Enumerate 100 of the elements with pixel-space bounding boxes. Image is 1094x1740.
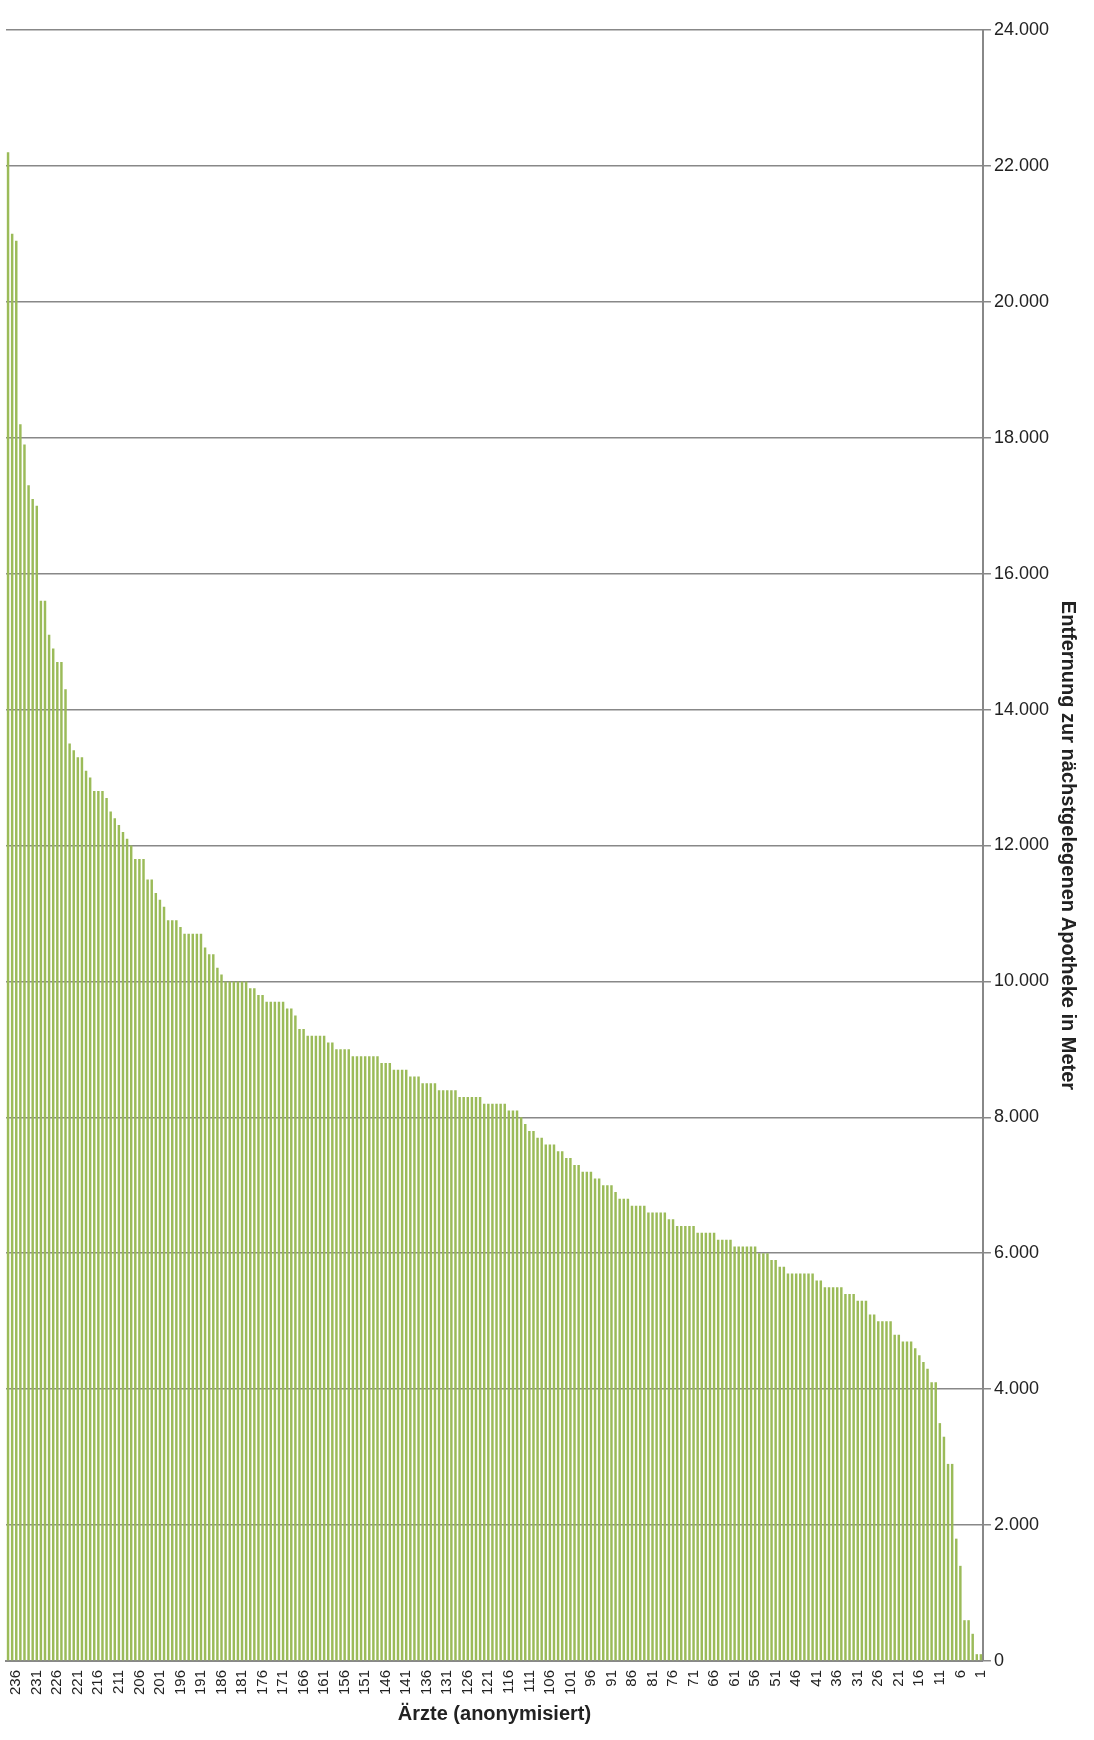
x-tick-label: 76: [663, 1669, 681, 1687]
x-tick-label: 181: [232, 1669, 250, 1695]
bar: [852, 1294, 855, 1661]
x-tick-label: 6: [950, 1669, 968, 1679]
bar: [101, 791, 104, 1661]
bar: [565, 1158, 568, 1661]
bar: [491, 1103, 494, 1661]
bar: [577, 1164, 580, 1661]
bar: [487, 1103, 490, 1661]
y-tick-label: 8.000: [993, 1106, 1039, 1127]
y-tick-label: 4.000: [993, 1378, 1039, 1399]
bar: [803, 1273, 806, 1661]
bar: [450, 1090, 453, 1661]
x-tick-label: 146: [375, 1669, 393, 1695]
bar: [384, 1062, 387, 1661]
bar: [885, 1321, 888, 1661]
bar: [187, 933, 190, 1661]
bar: [528, 1130, 531, 1661]
x-tick-label: 66: [704, 1669, 722, 1687]
y-tick-label: 16.000: [993, 562, 1050, 583]
bar: [799, 1273, 802, 1661]
x-tick-label: 71: [683, 1669, 701, 1687]
x-tick-label: 106: [540, 1669, 558, 1695]
bar: [610, 1185, 613, 1661]
bar: [253, 988, 256, 1661]
bar: [290, 1008, 293, 1661]
x-tick-label: 191: [191, 1669, 209, 1695]
x-tick-label: 201: [150, 1669, 168, 1695]
bar: [606, 1185, 609, 1661]
bar: [343, 1049, 346, 1661]
bar: [659, 1212, 662, 1661]
x-tick-label: 186: [211, 1669, 229, 1695]
bar: [959, 1565, 962, 1661]
x-tick-label: 151: [355, 1669, 373, 1695]
x-tick-label: 171: [273, 1669, 291, 1695]
x-tick-label: 61: [724, 1669, 742, 1687]
bar: [918, 1355, 921, 1661]
x-tick-label: 26: [868, 1669, 886, 1687]
x-tick-label: 126: [457, 1669, 475, 1695]
x-tick-label: 11: [929, 1669, 947, 1686]
x-axis-title: Ärzte (anonymisiert): [397, 1701, 592, 1724]
bar: [766, 1253, 769, 1661]
x-tick-label: 141: [396, 1669, 414, 1695]
bar: [368, 1056, 371, 1661]
x-tick-label: 221: [67, 1669, 85, 1695]
x-tick-label: 46: [786, 1669, 804, 1687]
bar: [376, 1056, 379, 1661]
bar: [651, 1212, 654, 1661]
bar: [807, 1273, 810, 1661]
bar: [692, 1226, 695, 1661]
bar: [302, 1028, 305, 1661]
bar: [889, 1321, 892, 1661]
x-tick-label: 121: [478, 1669, 496, 1695]
bar: [848, 1294, 851, 1661]
bar: [413, 1076, 416, 1661]
x-tick-label: 51: [765, 1669, 783, 1687]
y-tick-label: 20.000: [993, 290, 1050, 311]
x-tick-label: 226: [47, 1669, 65, 1695]
x-tick-label: 91: [601, 1669, 619, 1687]
x-tick-label: 111: [519, 1669, 537, 1693]
x-tick-label: 131: [437, 1669, 455, 1695]
x-tick-label: 96: [581, 1669, 599, 1687]
bar: [134, 859, 137, 1661]
y-tick-label: 6.000: [993, 1242, 1039, 1263]
bar: [532, 1130, 535, 1661]
y-tick-label: 24.000: [993, 18, 1050, 39]
bar: [212, 954, 215, 1661]
y-tick-label: 14.000: [993, 698, 1050, 719]
x-tick-label: 31: [847, 1669, 865, 1687]
bar: [454, 1090, 457, 1661]
bar: [881, 1321, 884, 1661]
bar: [840, 1287, 843, 1661]
y-tick-label: 0: [993, 1649, 1004, 1670]
bar: [409, 1076, 412, 1661]
x-tick-label: 236: [6, 1669, 24, 1695]
x-tick-label: 231: [26, 1669, 44, 1695]
bar: [228, 981, 231, 1661]
bar: [655, 1212, 658, 1661]
bar: [495, 1103, 498, 1661]
bar: [811, 1273, 814, 1661]
bar: [60, 662, 63, 1661]
bar: [56, 662, 59, 1661]
bar: [569, 1158, 572, 1661]
bar: [725, 1239, 728, 1661]
x-tick-label: 56: [745, 1669, 763, 1687]
x-tick-label: 211: [109, 1669, 127, 1694]
x-tick-label: 176: [252, 1669, 270, 1695]
y-tick-label: 18.000: [993, 426, 1050, 447]
x-tick-label: 86: [622, 1669, 640, 1687]
bar: [774, 1260, 777, 1661]
bar: [721, 1239, 724, 1661]
bar: [967, 1620, 970, 1661]
bar: [142, 859, 145, 1661]
bar: [150, 879, 153, 1661]
y-tick-label: 12.000: [993, 834, 1050, 855]
bar: [877, 1321, 880, 1661]
bar: [643, 1205, 646, 1661]
x-tick-label: 206: [129, 1669, 147, 1695]
bar: [729, 1239, 732, 1661]
bar: [540, 1137, 543, 1661]
